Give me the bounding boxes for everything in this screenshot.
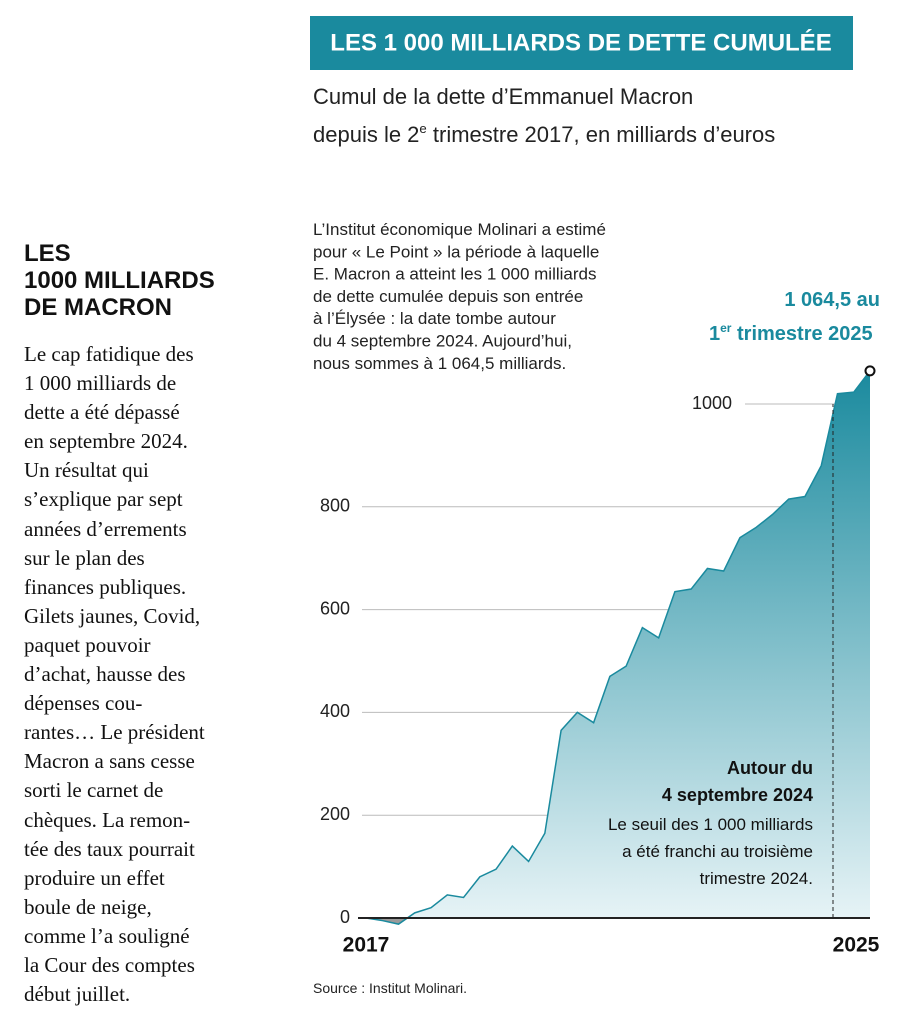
event-text: a été franchi au troisième [622,842,813,861]
last-label: 1 064,5 au [784,289,880,311]
event-text: Le seuil des 1 000 milliards [608,815,813,834]
subtitle: Cumul de la dette d’Emmanuel Macron [313,84,693,109]
sidebar-body-line: Le cap fatidique des [24,342,194,366]
y-tick-label: 800 [320,496,350,516]
last-label-part: er [720,321,732,335]
sidebar-body-line: dette a été dépassé [24,400,180,425]
sidebar-body: Le cap fatidique des 1 000 milliards de de… [24,340,205,1009]
event-title: 4 septembre 2024 [662,785,813,805]
sidebar-body-line: en septembre 2024. [24,429,188,454]
sidebar-title-line: DE MACRON [24,294,172,321]
source: Source : Institut Molinari. [313,980,467,996]
sidebar-body-line: début juillet. [24,982,131,1007]
note-line: nous sommes à 1 064,5 milliards. [313,354,566,373]
note-line: du 4 septembre 2024. Aujourd’hui, [313,332,572,351]
event-title: Autour du [727,758,813,778]
subtitle-part: trimestre 2017, en milliards d’euros [427,122,775,147]
y-tick-label: 1000 [692,393,732,413]
y-tick-label: 200 [320,804,350,824]
sidebar-body-line: s’explique par sept [24,487,183,512]
sidebar-body-line: sorti le carnet de [24,778,164,803]
x-tick-label: 2017 [343,934,390,957]
sidebar-title-line: 1000 MILLIARDS [24,267,215,294]
sidebar-body-line: rantes… Le président [24,720,205,745]
event-text: trimestre 2024. [700,869,813,888]
sidebar-body-line: dépenses cou- [24,691,143,716]
sidebar-body-line: 1 000 milliards de [24,371,177,396]
x-tick-label: 2025 [833,934,880,957]
area [366,370,870,918]
sidebar-body-line: Macron a sans cesse [24,749,195,774]
y-tick-label: 400 [320,701,350,721]
sidebar-body-line: paquet pouvoir [24,632,151,657]
last-label-part: trimestre 2025 [731,323,872,345]
note-line: pour « Le Point » la période à laquelle [313,242,599,261]
chart-title: LES 1 000 MILLIARDS DE DETTE CUMULÉE [330,28,831,56]
y-tick-label: 600 [320,598,350,618]
sidebar-body-line: produire un effet [24,865,165,890]
area-line [365,370,871,925]
sidebar-body-line: boule de neige, [24,894,152,919]
last-label-part: 1 [709,323,720,345]
sidebar-body-line: Un résultat qui [24,458,149,483]
note-line: L’Institut économique Molinari a estimé [313,220,606,239]
note-line: E. Macron a atteint les 1 000 milliards [313,265,596,284]
sidebar-title: LES 1000 MILLIARDS DE MACRON [24,240,215,321]
sidebar-body-line: comme l’a souligné [24,923,190,948]
sidebar-body-line: d’achat, hausse des [24,662,186,687]
sidebar-body-line: finances publiques. [24,574,187,599]
sidebar-body-line: Gilets jaunes, Covid, [24,603,201,628]
sidebar-body-line: sur le plan des [24,545,145,570]
sidebar-title-line: LES [24,240,71,267]
last-point [864,365,876,377]
subtitle-part: e [419,121,426,136]
sidebar-body-line: chèques. La remon- [24,807,191,832]
y-tick-label: 0 [340,907,350,927]
sidebar-body-line: la Cour des comptes [24,952,195,977]
subtitle-part: depuis le 2 [313,122,419,147]
note-line: de dette cumulée depuis son entrée [313,287,583,306]
subtitle: depuis le 2e trimestre 2017, en milliard… [313,121,775,147]
sidebar-body-line: tée des taux pourrait [24,836,195,861]
sidebar-body-line: années d’errements [24,516,187,541]
note-line: à l’Élysée : la date tombe autour [313,309,556,328]
last-label: 1er trimestre 2025 [709,321,873,345]
title-box [310,16,853,70]
